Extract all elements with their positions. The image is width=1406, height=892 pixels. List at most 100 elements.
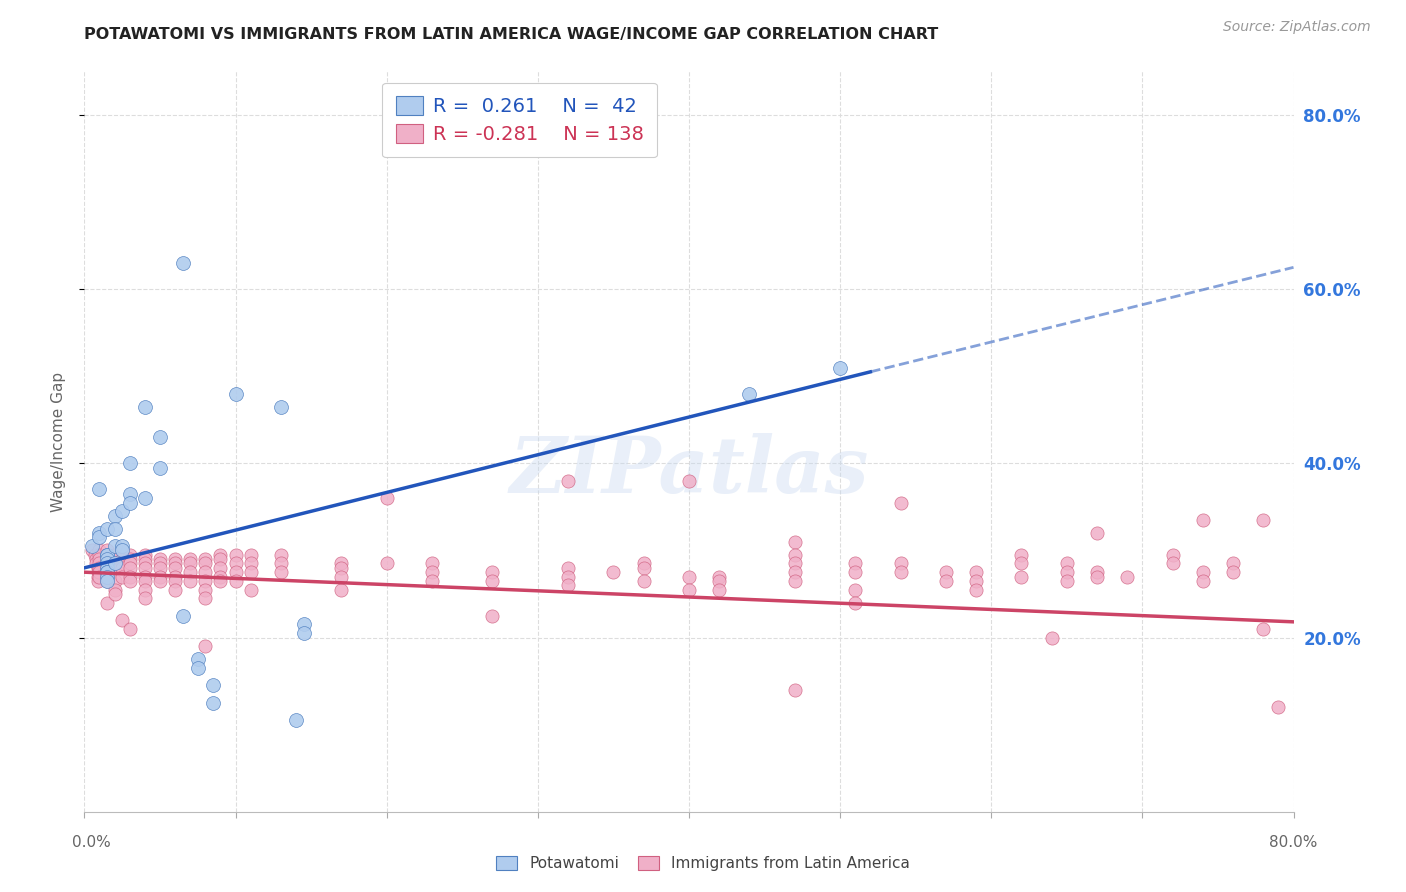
Point (96, 552, 118, 566)
Point (292, 617, 315, 632)
Point (1192, 513, 1215, 527)
Point (270, 548, 292, 562)
Point (330, 569, 353, 583)
Point (1085, 569, 1108, 583)
Point (96, 596, 118, 610)
Point (87, 565, 110, 579)
Point (118, 569, 141, 583)
Point (134, 491, 156, 505)
Text: ZIPatlas: ZIPatlas (509, 433, 869, 509)
Point (118, 456, 141, 470)
Point (89, 565, 111, 579)
Point (935, 574, 957, 588)
Point (149, 460, 172, 475)
Point (209, 561, 232, 575)
Point (165, 552, 187, 566)
Point (420, 574, 443, 588)
Text: 80.0%: 80.0% (1270, 836, 1317, 850)
Point (134, 552, 156, 566)
Point (420, 565, 443, 579)
Point (104, 548, 127, 562)
Point (165, 574, 187, 588)
Point (1085, 565, 1108, 579)
Point (104, 522, 127, 536)
Point (844, 582, 866, 597)
Point (96, 522, 118, 536)
Point (86, 552, 108, 566)
Point (96, 569, 118, 583)
Point (111, 557, 134, 571)
Point (89, 483, 111, 497)
Point (134, 574, 156, 588)
Point (118, 622, 141, 636)
Point (557, 561, 579, 575)
Point (1011, 557, 1033, 571)
Point (481, 608, 503, 623)
Point (118, 487, 141, 501)
Point (187, 661, 209, 675)
Point (965, 565, 987, 579)
Point (134, 548, 156, 562)
Point (678, 474, 700, 488)
Y-axis label: Wage/Income Gap: Wage/Income Gap (51, 371, 66, 512)
Point (844, 596, 866, 610)
Point (285, 713, 308, 727)
Point (134, 569, 156, 583)
Point (111, 543, 134, 558)
Point (194, 582, 217, 597)
Point (225, 574, 247, 588)
Point (783, 565, 806, 579)
Point (1222, 557, 1244, 571)
Point (118, 495, 141, 509)
Point (179, 574, 201, 588)
Point (96, 574, 118, 588)
Point (830, 360, 852, 375)
Point (844, 557, 866, 571)
Point (209, 569, 232, 583)
Point (201, 678, 224, 692)
Point (104, 582, 127, 597)
Point (209, 552, 232, 566)
Point (165, 561, 187, 575)
Point (194, 565, 217, 579)
Point (225, 557, 247, 571)
Point (1192, 574, 1215, 588)
Point (783, 534, 806, 549)
Point (330, 557, 353, 571)
Point (172, 256, 194, 270)
Point (375, 491, 398, 505)
Point (149, 552, 172, 566)
Point (104, 557, 127, 571)
Point (134, 400, 156, 414)
Point (87, 569, 110, 583)
Point (96, 561, 118, 575)
Point (420, 557, 443, 571)
Point (118, 561, 141, 575)
Point (96, 552, 118, 566)
Point (1116, 569, 1139, 583)
Point (134, 582, 156, 597)
Legend: R =  0.261    N =  42, R = -0.281    N = 138: R = 0.261 N = 42, R = -0.281 N = 138 (382, 83, 657, 158)
Point (96, 548, 118, 562)
Point (209, 548, 232, 562)
Point (1011, 569, 1033, 583)
Point (678, 582, 700, 597)
Point (1192, 565, 1215, 579)
Point (96, 565, 118, 579)
Point (134, 591, 156, 606)
Point (330, 561, 353, 575)
Point (783, 682, 806, 697)
Point (89, 557, 111, 571)
Point (104, 508, 127, 523)
Point (194, 557, 217, 571)
Point (149, 430, 172, 444)
Point (104, 574, 127, 588)
Point (134, 561, 156, 575)
Point (96, 574, 118, 588)
Point (709, 582, 731, 597)
Point (783, 557, 806, 571)
Point (375, 557, 398, 571)
Point (239, 582, 262, 597)
Point (1040, 631, 1063, 645)
Point (118, 557, 141, 571)
